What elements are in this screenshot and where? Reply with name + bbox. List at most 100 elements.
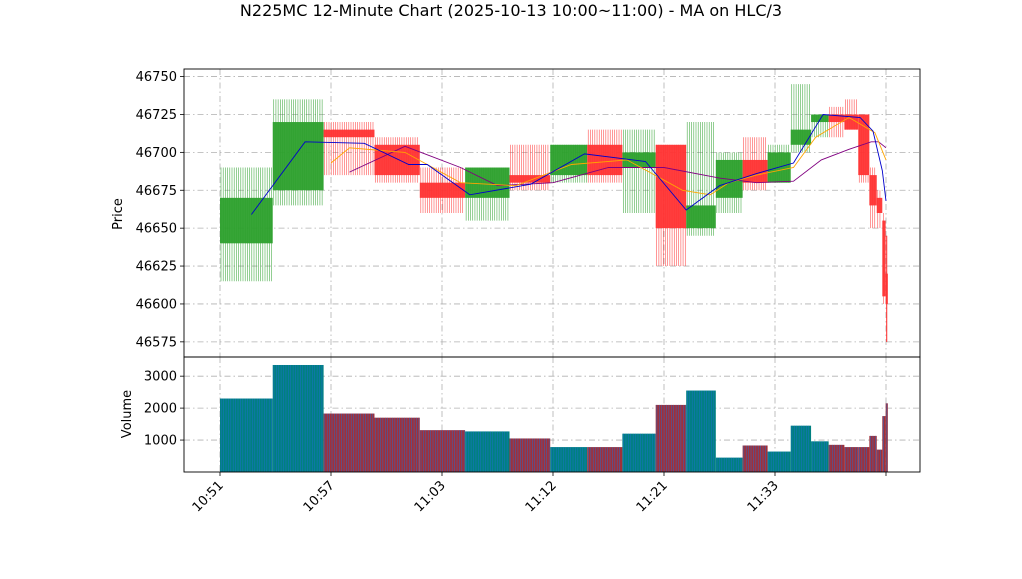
volume-ticks: 1000 2000 3000	[144, 370, 184, 449]
chart-title: N225MC 12-Minute Chart (2025-10-13 10:00…	[240, 1, 782, 20]
volume-bar-body	[220, 398, 273, 472]
candle-body	[655, 144, 687, 229]
volume-bar	[882, 416, 886, 472]
candle	[272, 99, 324, 206]
volume-bar	[323, 413, 375, 472]
volume-bar-body	[465, 431, 510, 472]
candle	[767, 144, 791, 183]
price-tick-label: 46575	[136, 335, 177, 350]
x-ticks: 10:51 10:57 11:03 11:12 11:21 11:33	[190, 472, 887, 515]
volume-bar	[686, 390, 716, 472]
volume-bar	[828, 444, 845, 472]
volume-bar-body	[828, 444, 845, 472]
volume-bar	[767, 451, 791, 472]
volume-bar	[272, 364, 324, 472]
candle-body	[885, 273, 888, 304]
price-ticks: 46575 46600 46625 46650 46675 46700 46725 46750	[136, 70, 184, 350]
candle-body	[587, 144, 623, 176]
volume-bar	[811, 441, 829, 472]
ma-long-line	[349, 141, 887, 187]
volume-bar	[858, 447, 870, 472]
volume-marks	[220, 364, 888, 472]
candle	[858, 114, 870, 183]
candle-body	[869, 175, 877, 206]
volume-axes-frame	[183, 356, 921, 473]
volume-bar	[419, 430, 466, 472]
x-tick-label: 11:33	[745, 478, 782, 515]
candle	[686, 122, 716, 236]
volume-bar-body	[550, 447, 588, 472]
volume-bar-body	[811, 441, 829, 472]
ma-lines	[251, 114, 887, 215]
volume-axis-label: Volume	[120, 390, 135, 438]
candle	[790, 84, 812, 153]
candle-body	[811, 114, 829, 123]
ma-mid-line	[330, 116, 887, 196]
candle-body	[882, 220, 886, 297]
candle-body	[509, 175, 551, 183]
volume-bar-body	[876, 449, 883, 472]
price-tick-label: 46625	[136, 260, 177, 275]
price-tick-label: 46600	[136, 297, 177, 312]
volume-bar-body	[655, 404, 687, 472]
volume-bar	[844, 447, 859, 472]
candle-body	[465, 167, 510, 198]
axes-frames	[183, 68, 921, 473]
volume-bar	[465, 431, 510, 472]
candle-body	[220, 197, 273, 244]
candle	[885, 235, 888, 342]
volume-bar	[509, 438, 551, 472]
volume-bar	[587, 447, 623, 472]
candle-body	[790, 129, 812, 145]
volume-bar-body	[858, 447, 870, 472]
x-tick-label: 11:12	[523, 478, 560, 515]
candle-body	[323, 129, 375, 138]
volume-bar	[374, 417, 420, 472]
x-tick-label: 11:21	[634, 478, 671, 515]
candle-body	[686, 205, 716, 229]
candle-body	[272, 122, 324, 191]
volume-tick-label: 2000	[144, 402, 177, 417]
price-tick-label: 46700	[136, 146, 177, 161]
volume-bar	[876, 449, 883, 472]
volume-bar-body	[844, 447, 859, 472]
candle	[419, 167, 466, 213]
price-tick-label: 46725	[136, 108, 177, 123]
candle	[374, 137, 420, 183]
price-marks	[220, 84, 888, 342]
volume-tick-label: 3000	[144, 370, 177, 385]
price-tick-label: 46750	[136, 70, 177, 85]
volume-bar	[742, 445, 768, 472]
candle-body	[419, 182, 466, 198]
x-tick-label: 10:57	[301, 478, 338, 515]
candle	[876, 190, 883, 229]
candle-body	[858, 114, 870, 176]
volume-bar	[869, 435, 877, 472]
price-tick-label: 46675	[136, 184, 177, 199]
volume-bar	[655, 404, 687, 472]
volume-bar	[220, 398, 273, 472]
volume-bar-body	[622, 433, 656, 472]
candle	[828, 106, 845, 138]
volume-bar-body	[686, 390, 716, 472]
candle-body	[828, 114, 845, 123]
candle	[622, 129, 656, 213]
volume-bar	[885, 403, 888, 472]
candle	[882, 213, 886, 304]
volume-bar	[622, 433, 656, 472]
candle	[220, 167, 273, 282]
volume-bar	[790, 425, 812, 472]
candle	[655, 144, 687, 267]
price-axis-label: Price	[111, 198, 126, 230]
volume-bar-body	[882, 416, 886, 472]
x-tick-label: 11:03	[412, 478, 449, 515]
volume-bar	[715, 457, 743, 472]
ma-short-line	[251, 114, 887, 215]
candle	[869, 167, 877, 229]
candle-body	[876, 197, 883, 213]
x-tick-label: 10:51	[190, 478, 227, 515]
volume-bar-body	[742, 445, 768, 472]
volume-bar	[550, 447, 588, 472]
